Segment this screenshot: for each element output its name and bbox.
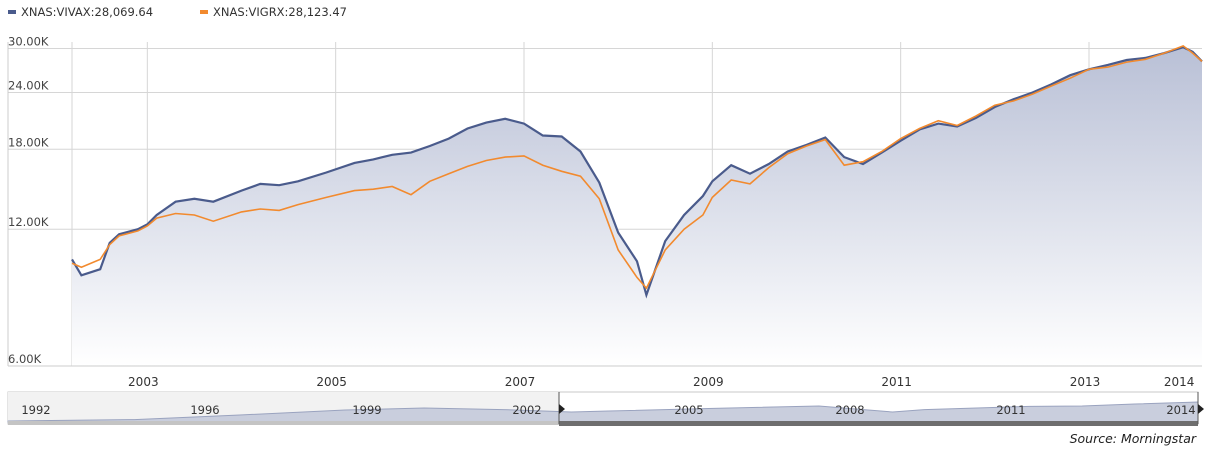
vigrx-series-line (71, 44, 1203, 290)
legend-swatch-vigrx (200, 10, 208, 14)
source-credit: Source: Morningstar (1070, 431, 1197, 446)
navigator-tick-label: 2011 (996, 403, 1025, 417)
navigator-scrollbar-left[interactable] (8, 421, 559, 425)
y-tick-label: 6.00K (8, 352, 42, 366)
navigator-right-handle[interactable] (1198, 404, 1204, 414)
legend-label-vigrx: XNAS:VIGRX:28,123.47 (213, 5, 347, 19)
navigator-tick-label: 1996 (190, 403, 219, 417)
vivax-series-line (71, 46, 1203, 299)
navigator-tick-label: 1999 (352, 403, 381, 417)
legend: XNAS:VIVAX:28,069.64 XNAS:VIGRX:28,123.4… (8, 5, 347, 19)
x-tick-label: 2011 (881, 375, 912, 389)
navigator-tick-label: 2008 (835, 403, 864, 417)
navigator-tick-label: 2014 (1166, 403, 1195, 417)
navigator-scrollbar-thumb[interactable] (559, 421, 1198, 426)
legend-label-vivax: XNAS:VIVAX:28,069.64 (21, 5, 153, 19)
navigator[interactable]: 1992 1996 1999 2002 2005 2008 2011 2014 (7, 391, 1204, 426)
legend-swatch-vivax (8, 10, 16, 14)
navigator-ticks: 1992 1996 1999 2002 2005 2008 2011 2014 (21, 403, 1195, 417)
y-tick-label: 30.00K (8, 34, 49, 48)
navigator-area (7, 401, 1199, 423)
y-axis-ticks: 30.00K 24.00K 18.00K 12.00K 6.00K (8, 34, 49, 366)
y-tick-label: 24.00K (8, 78, 49, 92)
navigator-tick-label: 1992 (21, 403, 50, 417)
y-tick-label: 18.00K (8, 135, 49, 149)
navigator-left-handle[interactable] (559, 404, 565, 414)
vivax-area-fill (72, 47, 1202, 366)
x-tick-label: 2007 (505, 375, 536, 389)
x-tick-label: 2009 (693, 375, 724, 389)
navigator-tick-label: 2002 (512, 403, 541, 417)
x-axis-ticks: 2003 2005 2007 2009 2011 2013 2014 (128, 375, 1194, 389)
y-tick-label: 12.00K (8, 215, 49, 229)
x-tick-label: 2013 (1070, 375, 1101, 389)
x-tick-label: 2014 (1164, 375, 1195, 389)
x-tick-label: 2005 (316, 375, 347, 389)
x-tick-label: 2003 (128, 375, 159, 389)
navigator-tick-label: 2005 (674, 403, 703, 417)
